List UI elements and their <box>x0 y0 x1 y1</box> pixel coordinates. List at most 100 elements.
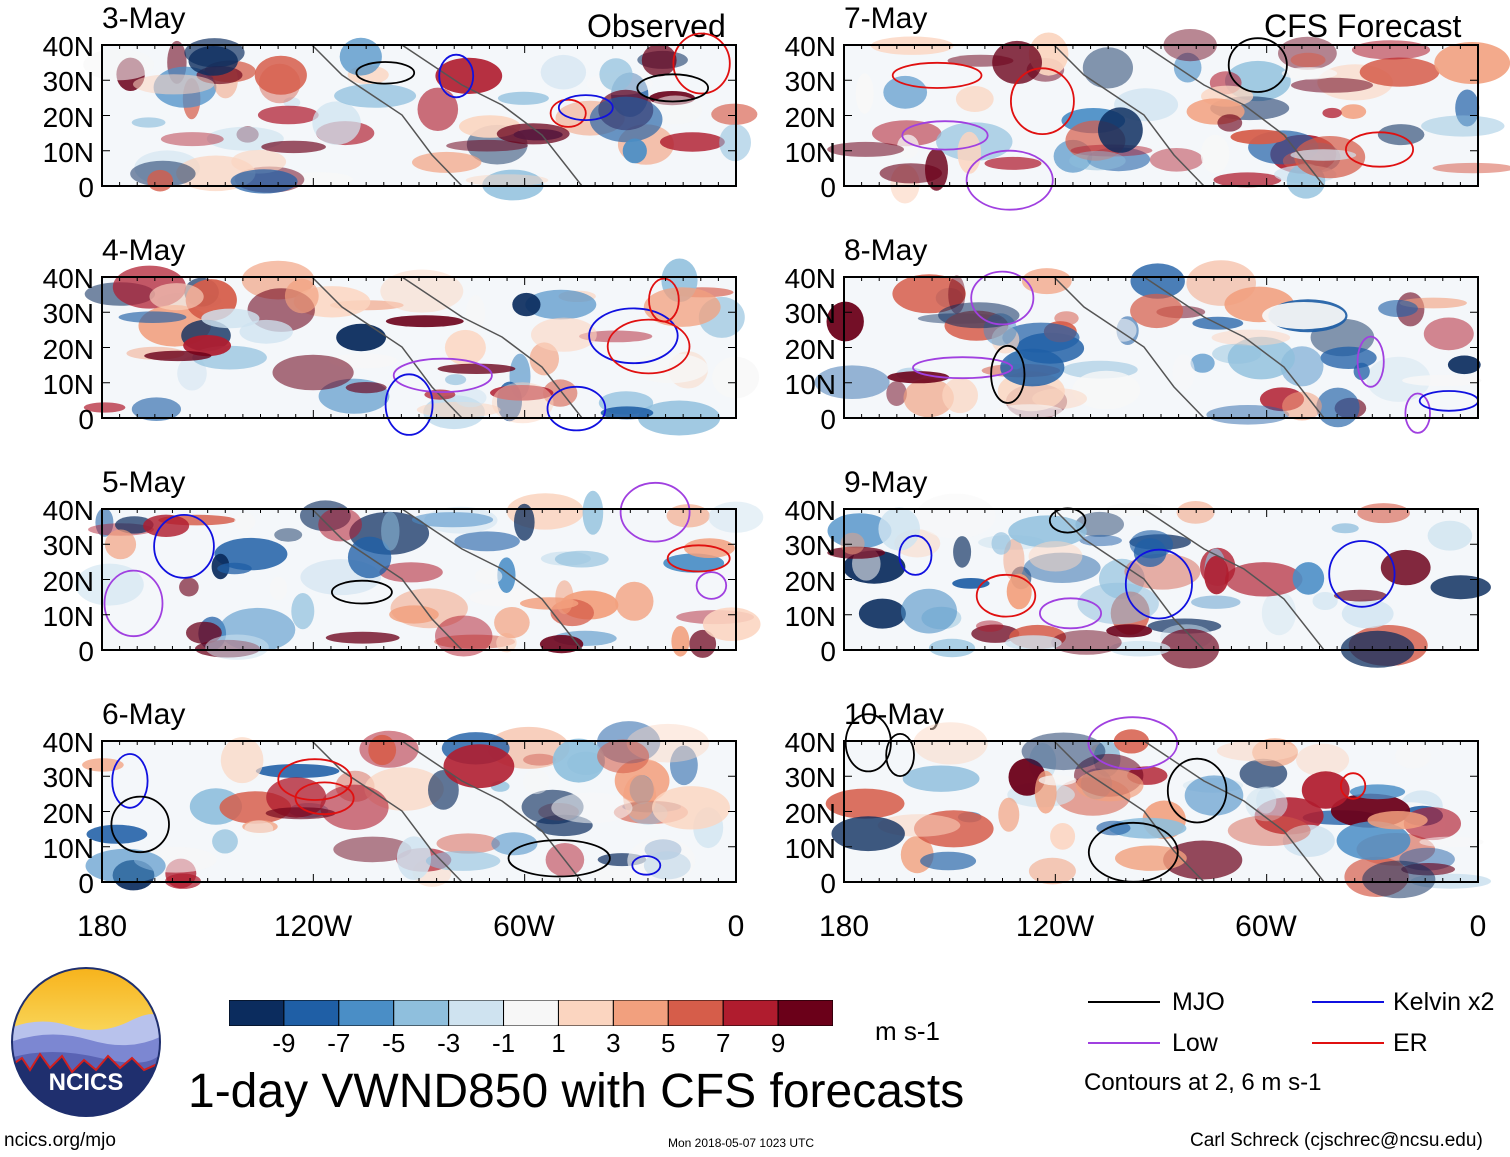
anomaly-cell <box>1075 511 1124 537</box>
timestamp: Mon 2018-05-07 1023 UTC <box>668 1136 815 1150</box>
anomaly-cell <box>1021 268 1072 295</box>
map-panel <box>83 258 760 436</box>
anomaly-cell <box>234 512 256 531</box>
anomaly-cell <box>1230 129 1288 145</box>
wave-contour <box>111 753 149 809</box>
anomaly-cell <box>1082 47 1133 89</box>
anomaly-cell <box>212 829 238 854</box>
anomaly-cell <box>269 576 288 601</box>
panel-date-label: 6-May <box>102 698 186 731</box>
anomaly-cell <box>1130 263 1185 299</box>
anomaly-cell <box>632 353 709 384</box>
anomaly-cell <box>1184 775 1244 816</box>
panel-date-label: 4-May <box>102 234 186 267</box>
wave-contour <box>1227 37 1288 93</box>
anomaly-cell <box>1160 628 1220 669</box>
anomaly-cell <box>1173 52 1202 83</box>
colorbar-swatch <box>338 999 395 1027</box>
anomaly-cell <box>814 365 890 399</box>
lat-tick-label: 40N <box>42 263 94 294</box>
lon-tick-label: 60W <box>493 910 555 943</box>
anomaly-cell <box>396 836 432 880</box>
colorbar-swatch <box>448 999 505 1027</box>
anomaly-cell <box>1312 592 1338 610</box>
lat-tick-label: 30N <box>784 762 836 794</box>
anomaly-cell <box>239 319 293 344</box>
anomaly-cell <box>520 597 579 610</box>
anomaly-cell <box>283 97 301 108</box>
colorbar-tick-label: 3 <box>606 1028 621 1058</box>
anomaly-cell <box>597 739 650 774</box>
anomaly-cell <box>1362 860 1436 899</box>
wave-contour <box>1038 597 1102 630</box>
colorbar-swatch <box>612 999 669 1027</box>
wave-contour <box>438 53 475 99</box>
lat-tick-label: 30N <box>784 530 836 562</box>
anomaly-cell <box>179 577 199 597</box>
wave-contour <box>606 318 691 375</box>
colorbar-swatch <box>283 999 340 1027</box>
anomaly-cell <box>666 504 710 528</box>
anomaly-cell <box>1172 354 1195 391</box>
anomaly-cell <box>883 75 928 109</box>
anomaly-cell <box>1115 845 1187 871</box>
anomaly-cell <box>551 792 633 824</box>
anomaly-cell <box>1421 115 1505 137</box>
legend-line-kelvin <box>1312 1001 1384 1003</box>
lon-tick-label: 60W <box>1235 910 1297 943</box>
anomaly-cell <box>1002 322 1080 353</box>
anomaly-cell <box>1245 786 1288 822</box>
anomaly-cell <box>1320 346 1377 369</box>
lat-tick-label: 0 <box>820 404 836 435</box>
chart-title: 1-day VWND850 with CFS forecasts <box>188 1065 965 1118</box>
lon-tick-label: 180 <box>76 910 128 943</box>
wave-contour <box>330 579 393 605</box>
anomaly-cell <box>827 141 904 157</box>
anomaly-cell <box>490 385 554 401</box>
wave-contour <box>1404 392 1431 434</box>
lat-tick-label: 20N <box>784 101 836 133</box>
lat-tick-label: 0 <box>820 172 836 203</box>
anomaly-cell <box>325 631 400 644</box>
anomaly-cell <box>1149 148 1204 172</box>
panel-date-label: 8-May <box>844 234 928 267</box>
anomaly-cell <box>143 514 190 537</box>
anomaly-cell <box>261 140 326 154</box>
colorbar-swatch <box>667 999 724 1027</box>
wave-contour <box>294 781 355 816</box>
anomaly-cell <box>95 508 114 537</box>
lat-tick-label: 40N <box>42 31 94 62</box>
wave-contour <box>392 357 493 393</box>
anomaly-cell <box>435 615 493 657</box>
anomaly-cell <box>291 593 315 630</box>
anomaly-cell <box>531 317 597 352</box>
anomaly-cell <box>1163 840 1243 880</box>
lon-tick-label: 120W <box>1015 910 1095 943</box>
anomaly-cell <box>1227 336 1295 380</box>
contours-note: Contours at 2, 6 m s-1 <box>1084 1069 1322 1096</box>
anomaly-cell <box>1008 515 1087 548</box>
anomaly-cell <box>1378 300 1418 317</box>
anomaly-cell <box>1296 743 1350 777</box>
lat-tick-label: 10N <box>42 832 94 864</box>
lon-tick-label: 120W <box>273 910 353 943</box>
anomaly-cell <box>1292 562 1325 595</box>
map-panel <box>83 32 758 201</box>
site-link[interactable]: ncics.org/mjo <box>4 1130 116 1151</box>
lat-tick-label: 30N <box>42 530 94 562</box>
wave-contour <box>666 544 731 573</box>
anomaly-cell <box>133 74 215 95</box>
anomaly-cell <box>991 532 1011 555</box>
anomaly-cell <box>529 342 559 376</box>
panel-date-label: 5-May <box>102 466 186 499</box>
anomaly-cell <box>831 816 905 852</box>
anomaly-cell <box>425 850 501 871</box>
anomaly-cell <box>955 86 994 112</box>
wave-contour <box>1339 772 1367 800</box>
lat-tick-label: 40N <box>784 495 836 526</box>
wave-contour <box>695 571 728 600</box>
wave-contour <box>844 713 892 773</box>
anomaly-cell <box>1455 89 1480 127</box>
lat-tick-label: 10N <box>42 136 94 168</box>
wave-contour <box>1124 548 1193 620</box>
